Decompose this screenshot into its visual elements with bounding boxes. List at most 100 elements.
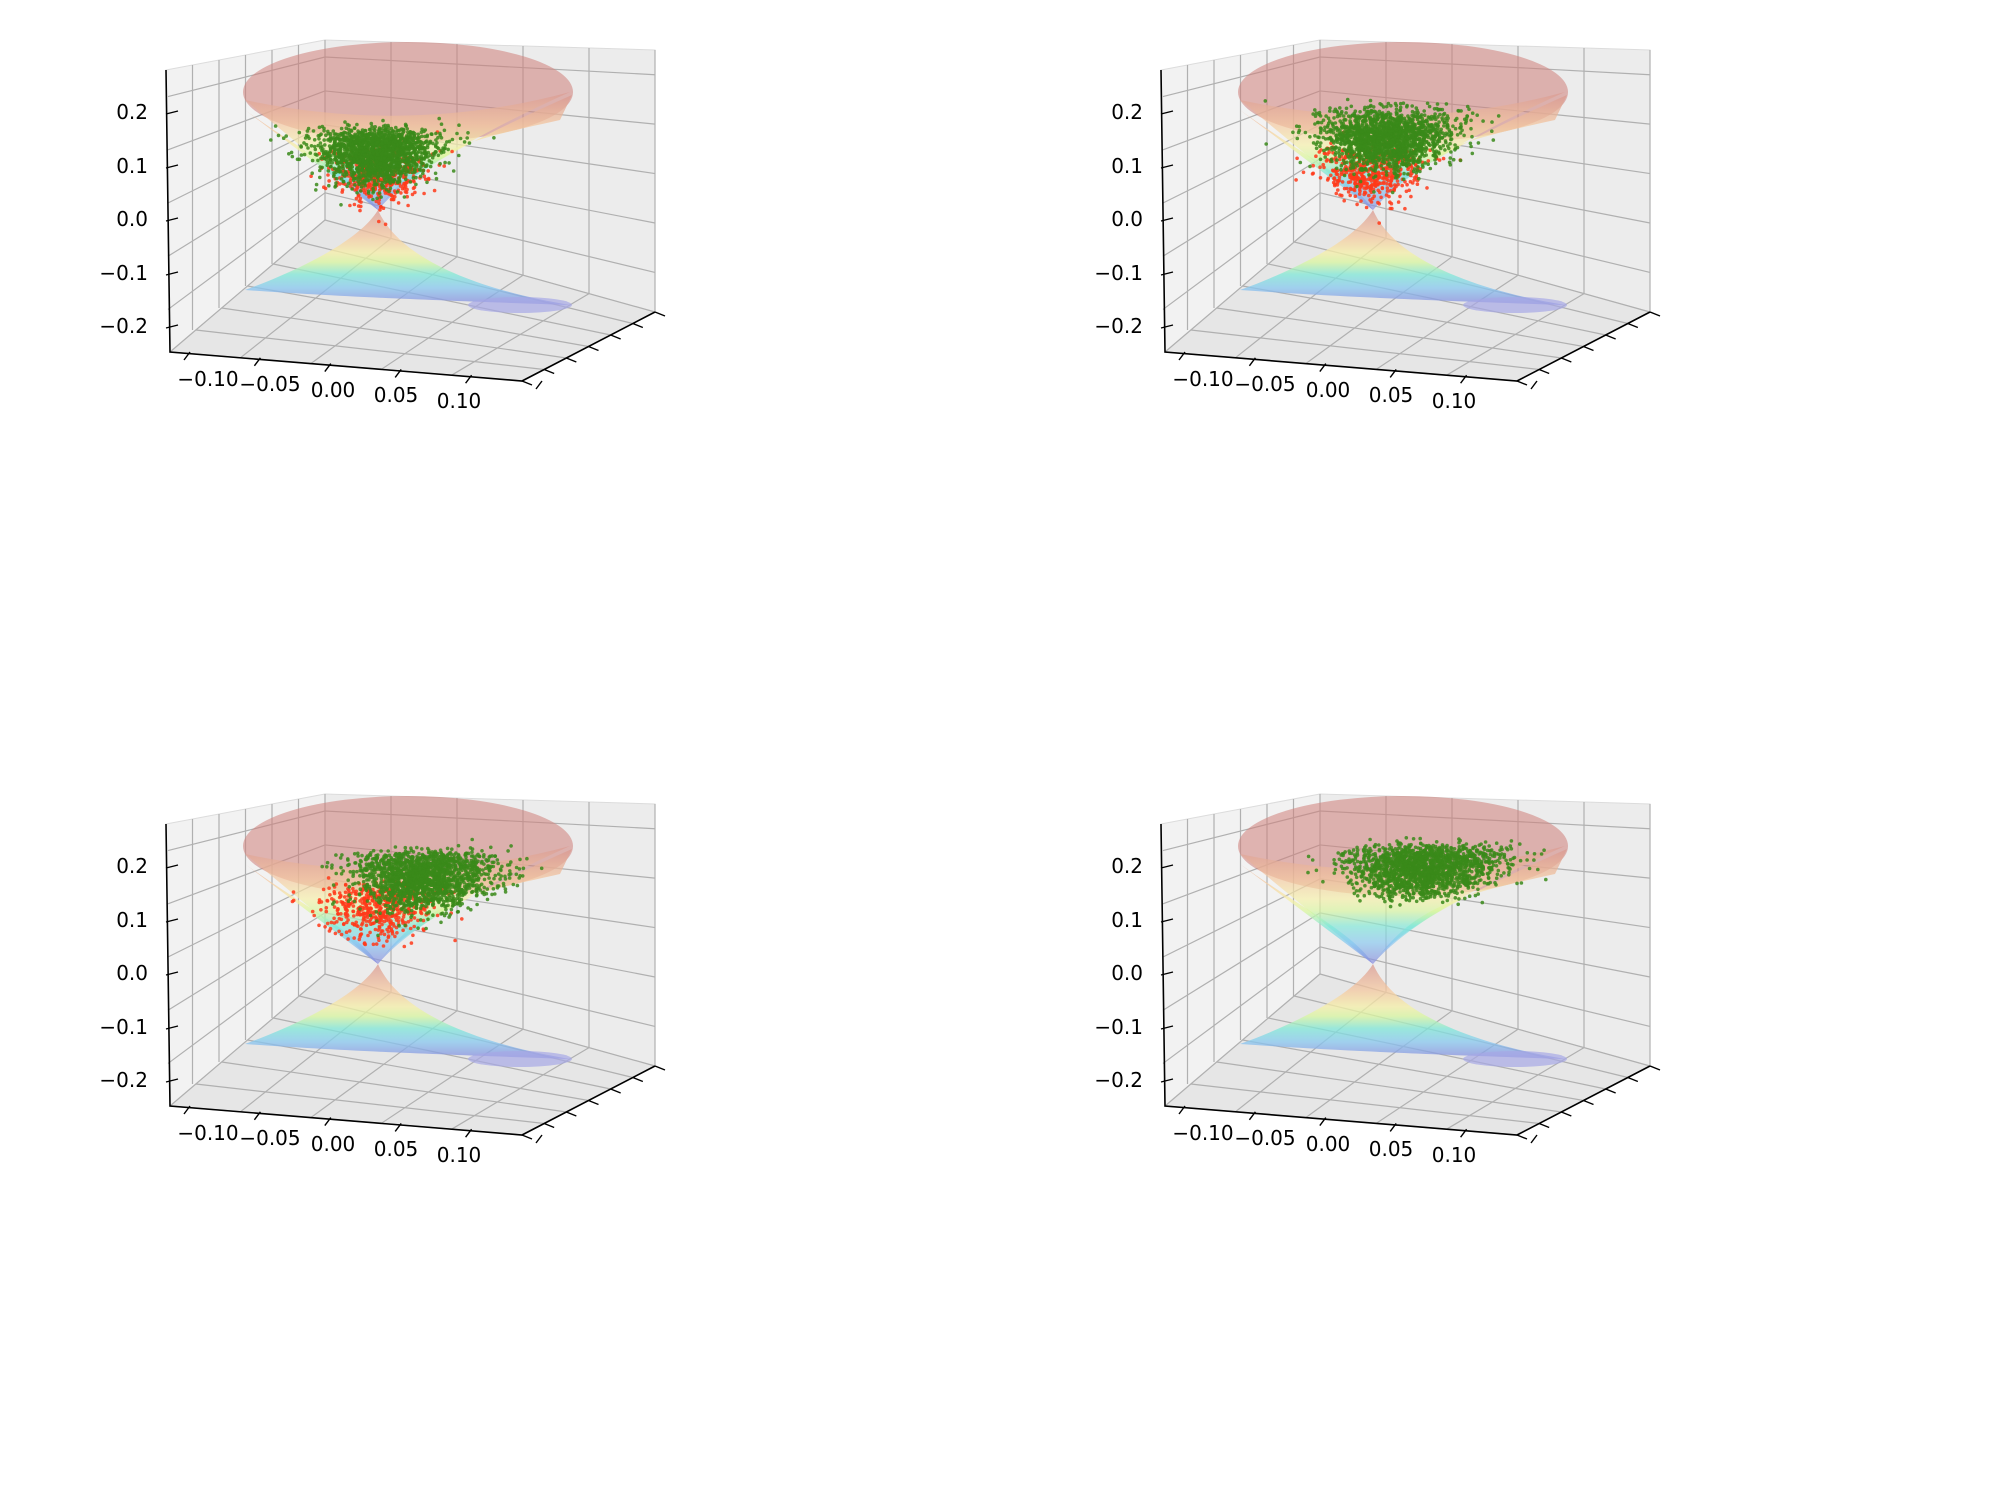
axes: 0.20.10.0−0.1−0.2−0.10 −0.05 0.00 0.05 0.10 [1094, 69, 1661, 413]
x-tick-label: 0.05 [374, 383, 419, 407]
surface-bottom-cap [1463, 297, 1567, 313]
data-point [388, 186, 393, 191]
data-point [355, 166, 360, 170]
data-point [382, 162, 387, 167]
data-point [396, 201, 401, 205]
data-point [1350, 129, 1354, 134]
data-point [1335, 114, 1340, 119]
x-tick [1319, 363, 1327, 373]
data-point [1394, 107, 1399, 112]
data-point [400, 145, 405, 149]
data-point [333, 138, 337, 142]
data-point [492, 136, 496, 140]
data-point [1348, 147, 1352, 151]
data-point [415, 136, 419, 141]
data-point [356, 185, 360, 190]
data-point [310, 909, 315, 914]
data-point [317, 137, 321, 141]
data-point [1360, 176, 1365, 181]
data-point [402, 170, 407, 175]
data-point [342, 895, 347, 899]
data-point [1393, 101, 1398, 106]
data-point [1363, 167, 1368, 171]
data-point [1405, 182, 1409, 187]
data-point [1359, 135, 1364, 140]
data-point [393, 178, 397, 182]
data-point [465, 136, 470, 140]
data-point [398, 164, 403, 168]
data-point [1314, 142, 1318, 147]
data-point [446, 147, 451, 152]
data-point [1389, 104, 1393, 108]
data-point [1437, 136, 1442, 140]
data-point [371, 132, 375, 136]
data-point [374, 904, 379, 909]
data-point [1378, 127, 1383, 132]
data-point [1337, 178, 1342, 183]
series-green-points [1263, 97, 1501, 195]
data-point [346, 142, 350, 146]
data-point [1395, 138, 1400, 143]
data-point [384, 147, 388, 152]
grid-line [247, 285, 589, 348]
data-point [1396, 169, 1401, 173]
data-point [1456, 108, 1460, 113]
data-point [370, 142, 375, 147]
y-tick [610, 334, 621, 340]
data-point [1348, 193, 1352, 198]
data-point [308, 151, 313, 155]
data-point [366, 185, 370, 190]
grid-line [195, 329, 545, 371]
data-point [1427, 104, 1432, 109]
data-point [398, 140, 402, 145]
y-tick [1538, 368, 1550, 375]
data-point [1329, 138, 1334, 143]
data-point [1345, 137, 1350, 142]
data-point [337, 148, 342, 153]
data-point [1413, 151, 1417, 155]
x-tick [1389, 368, 1397, 378]
data-point [1435, 102, 1440, 106]
data-point [1398, 105, 1403, 110]
data-point [1330, 122, 1335, 127]
data-point [363, 183, 367, 188]
data-point [409, 167, 413, 171]
data-point [348, 203, 352, 208]
data-point [414, 182, 418, 187]
data-point [295, 157, 300, 162]
data-point [1348, 121, 1352, 125]
data-point [1417, 137, 1421, 141]
data-point [434, 176, 439, 181]
data-point [1406, 137, 1410, 141]
data-point [396, 179, 400, 184]
chart-svg: 0.20.10.0−0.1−0.2−0.10 −0.05 0.00 0.05 0.10 [99, 793, 666, 1167]
data-point [1377, 202, 1381, 206]
data-point [436, 135, 440, 140]
data-point [1459, 122, 1463, 126]
data-point [1448, 156, 1453, 160]
data-point [1318, 130, 1323, 135]
data-point [1436, 150, 1441, 154]
data-point [1407, 188, 1411, 193]
data-point [1411, 122, 1416, 126]
data-point [368, 901, 372, 906]
data-point [1337, 133, 1342, 137]
data-point [1439, 129, 1443, 134]
data-point [1405, 127, 1409, 132]
data-point [1326, 147, 1330, 151]
data-point [379, 141, 384, 146]
data-point [1319, 120, 1324, 125]
data-point [377, 173, 382, 177]
data-point [383, 132, 387, 136]
data-point [352, 914, 356, 918]
data-point [318, 146, 323, 150]
data-point [381, 944, 386, 948]
data-point [359, 200, 363, 204]
data-point [361, 140, 366, 145]
data-point [339, 203, 343, 207]
data-point [370, 148, 375, 153]
data-point [1366, 146, 1370, 150]
data-point [1446, 116, 1450, 120]
data-point [290, 154, 295, 159]
data-point [328, 164, 333, 169]
